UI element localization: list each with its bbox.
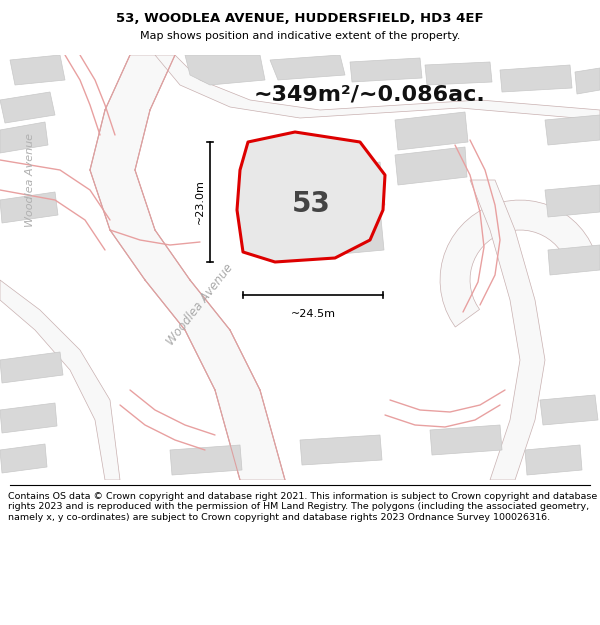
Text: 53, WOODLEA AVENUE, HUDDERSFIELD, HD3 4EF: 53, WOODLEA AVENUE, HUDDERSFIELD, HD3 4E…: [116, 12, 484, 25]
Polygon shape: [395, 112, 468, 150]
Polygon shape: [155, 55, 600, 120]
Polygon shape: [545, 185, 600, 217]
Text: Map shows position and indicative extent of the property.: Map shows position and indicative extent…: [140, 31, 460, 41]
Polygon shape: [500, 65, 572, 92]
Text: ~349m²/~0.086ac.: ~349m²/~0.086ac.: [254, 85, 486, 105]
Polygon shape: [0, 122, 48, 153]
Polygon shape: [305, 162, 385, 213]
Text: Woodlea Avenue: Woodlea Avenue: [164, 262, 236, 348]
Polygon shape: [0, 444, 47, 473]
Polygon shape: [305, 208, 384, 257]
Text: ~23.0m: ~23.0m: [195, 179, 205, 224]
Polygon shape: [395, 147, 467, 185]
Polygon shape: [300, 435, 382, 465]
Text: Contains OS data © Crown copyright and database right 2021. This information is : Contains OS data © Crown copyright and d…: [8, 492, 597, 522]
Polygon shape: [350, 58, 422, 82]
Polygon shape: [540, 395, 598, 425]
Polygon shape: [0, 280, 120, 480]
Polygon shape: [0, 403, 57, 433]
Polygon shape: [90, 55, 285, 480]
Polygon shape: [185, 55, 265, 85]
Polygon shape: [525, 445, 582, 475]
Polygon shape: [545, 115, 600, 145]
Polygon shape: [430, 425, 502, 455]
Polygon shape: [0, 192, 58, 223]
Polygon shape: [548, 245, 600, 275]
Polygon shape: [425, 62, 492, 85]
Polygon shape: [0, 92, 55, 123]
Text: Woodlea Avenue: Woodlea Avenue: [25, 133, 35, 227]
Polygon shape: [170, 445, 242, 475]
Polygon shape: [237, 132, 385, 262]
Text: ~24.5m: ~24.5m: [290, 309, 335, 319]
Polygon shape: [0, 352, 63, 383]
Polygon shape: [440, 200, 596, 327]
Polygon shape: [470, 180, 545, 480]
Polygon shape: [10, 55, 65, 85]
Polygon shape: [575, 68, 600, 94]
Polygon shape: [270, 55, 345, 80]
Text: 53: 53: [292, 191, 331, 218]
